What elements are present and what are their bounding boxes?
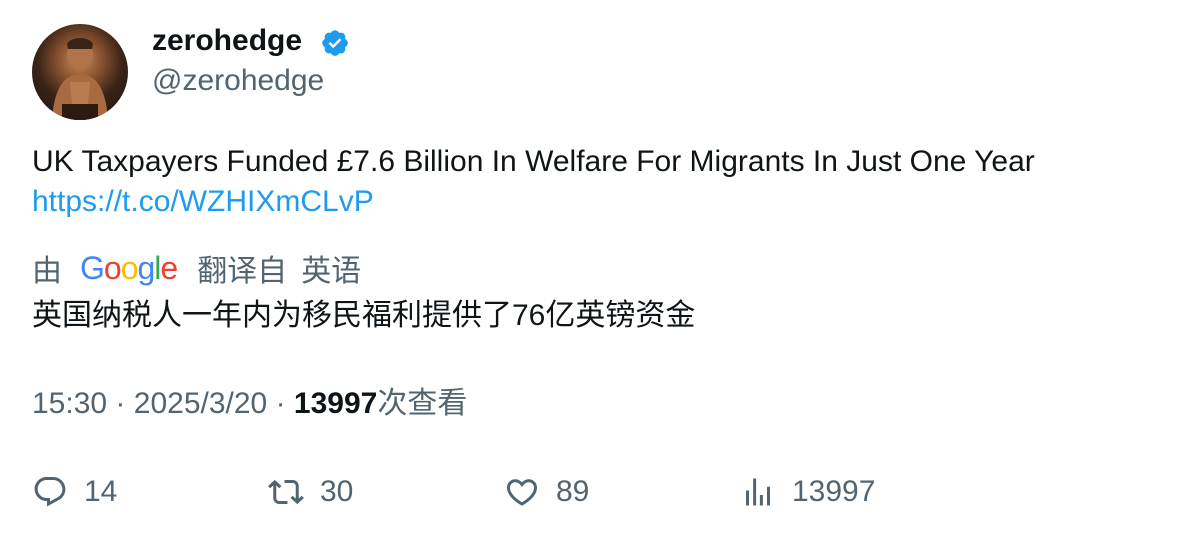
like-button[interactable]: 89: [504, 470, 589, 514]
meta-separator: ·: [115, 387, 126, 420]
like-count: 89: [556, 475, 590, 508]
reply-icon: [34, 477, 66, 507]
analytics-icon: [746, 478, 770, 506]
tweet-text: UK Taxpayers Funded £7.6 Billion In Welf…: [32, 145, 1035, 178]
tweet-time[interactable]: 15:30: [32, 387, 108, 420]
google-logo-letter: e: [160, 249, 178, 286]
retweet-count: 30: [320, 475, 354, 508]
avatar-image: [52, 38, 108, 120]
google-logo[interactable]: G o o g l e: [80, 249, 178, 287]
reply-count: 14: [84, 475, 118, 508]
views-count: 13997: [293, 387, 378, 420]
views-label: 次查看: [377, 387, 468, 420]
heart-icon: [506, 479, 538, 506]
tweet-meta: 15:30 · 2025/3/20 · 13997次查看: [32, 384, 467, 424]
google-logo-letter: g: [137, 249, 155, 286]
translated-text: 英国纳税人一年内为移民福利提供了76亿英镑资金: [32, 299, 696, 332]
tweet-link[interactable]: https://t.co/WZHIXmCLvP: [32, 185, 374, 218]
tweet-body: UK Taxpayers Funded £7.6 Billion In Welf…: [32, 142, 1172, 222]
views-action-count: 13997: [792, 475, 876, 508]
verified-badge-icon: [322, 30, 348, 56]
source-language: 英语: [301, 255, 362, 288]
google-logo-letter: G: [80, 249, 105, 286]
translated-from-label: 翻译自: [197, 255, 288, 288]
meta-separator: ·: [275, 387, 286, 420]
action-bar: 14 30 89 13997: [32, 470, 1172, 514]
retweet-icon: [268, 479, 304, 505]
views-button[interactable]: 13997: [740, 470, 875, 514]
google-logo-letter: l: [154, 249, 161, 286]
google-logo-letter: o: [120, 249, 139, 286]
translated-by-label: 由: [32, 255, 62, 288]
user-handle[interactable]: @zerohedge: [152, 64, 325, 97]
google-logo-letter: o: [103, 249, 122, 286]
translation-attribution: 由 G o o g l e 翻译自 英语: [32, 246, 361, 290]
display-name[interactable]: zerohedge: [152, 24, 303, 57]
reply-button[interactable]: 14: [32, 470, 117, 514]
retweet-button[interactable]: 30: [268, 470, 353, 514]
tweet-date[interactable]: 2025/3/20: [133, 387, 268, 420]
avatar[interactable]: [32, 24, 128, 120]
